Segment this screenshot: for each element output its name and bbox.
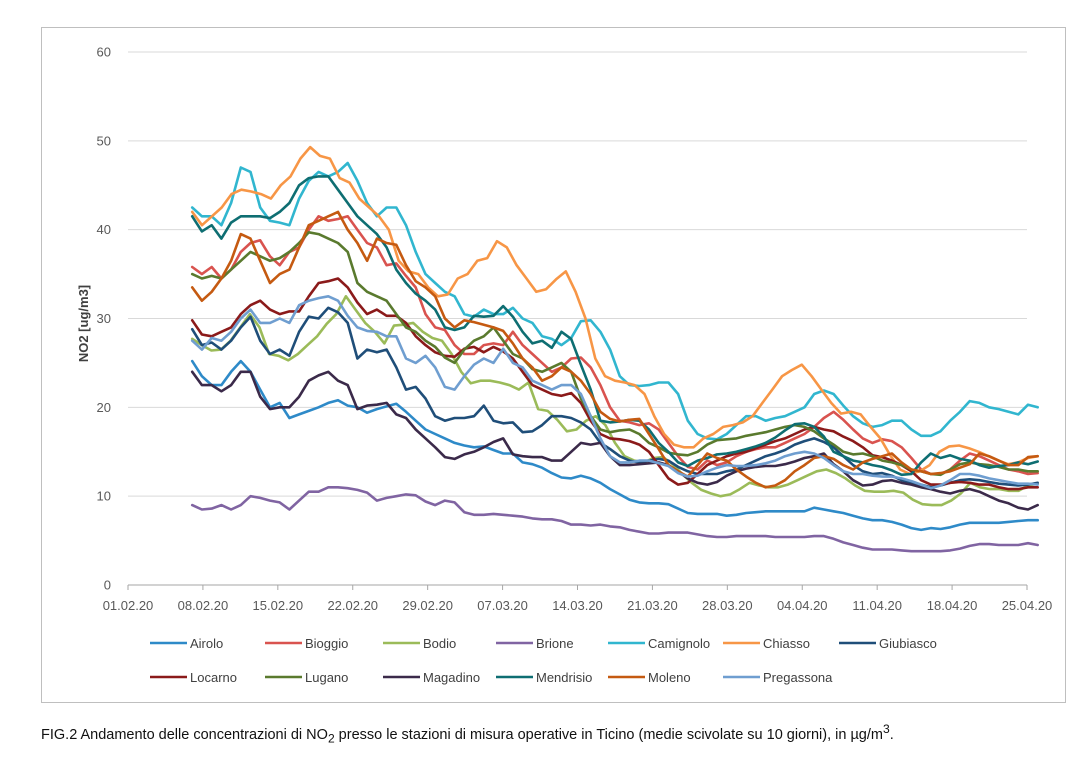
legend-item-pregassona: Pregassona — [723, 670, 833, 685]
series-line-mendrisio — [190, 175, 1040, 477]
legend-item-bioggio: Bioggio — [265, 636, 348, 651]
legend-label: Pregassona — [763, 670, 833, 685]
y-tick-label: 50 — [97, 133, 111, 148]
caption-sub: 2 — [327, 731, 335, 746]
caption-middle: presso le stazioni di misura operative i… — [334, 726, 883, 743]
legend-label: Chiasso — [763, 636, 810, 651]
series-line-chiasso — [190, 145, 1040, 476]
legend-label: Mendrisio — [536, 670, 592, 685]
x-tick-label: 18.04.20 — [927, 598, 978, 613]
legend-label: Giubiasco — [879, 636, 937, 651]
series-line-bodio — [190, 294, 1040, 507]
series-line-brione — [190, 485, 1040, 553]
legend-label: Camignolo — [648, 636, 710, 651]
legend-item-locarno: Locarno — [150, 670, 237, 685]
x-tick-label: 04.04.20 — [777, 598, 828, 613]
series-line-airolo — [190, 359, 1040, 532]
y-tick-label: 20 — [97, 400, 111, 415]
x-tick-label: 21.03.20 — [627, 598, 678, 613]
legend-item-camignolo: Camignolo — [608, 636, 710, 651]
legend-label: Moleno — [648, 670, 691, 685]
series-line-bioggio — [190, 215, 1040, 476]
legend-item-giubiasco: Giubiasco — [839, 636, 937, 651]
x-tick-label: 29.02.20 — [402, 598, 453, 613]
legend-label: Magadino — [423, 670, 480, 685]
legend-item-mendrisio: Mendrisio — [496, 670, 592, 685]
caption-prefix: FIG.2 Andamento delle concentrazioni di … — [41, 726, 328, 743]
y-tick-label: 60 — [97, 45, 111, 60]
y-tick-label: 30 — [97, 311, 111, 326]
legend-label: Locarno — [190, 670, 237, 685]
x-tick-label: 07.03.20 — [477, 598, 528, 613]
y-tick-label: 0 — [104, 578, 111, 593]
chart-frame: 0 10 20 30 40 50 60 01.02.20 08.02.20 15.02.20 22.… — [41, 27, 1066, 703]
series-line-pregassona — [190, 294, 1040, 490]
caption-suffix: . — [889, 726, 894, 743]
x-tick-label: 08.02.20 — [178, 598, 229, 613]
y-tick-label: 10 — [97, 489, 111, 504]
legend-item-magadino: Magadino — [383, 670, 480, 685]
legend-item-lugano: Lugano — [265, 670, 348, 685]
x-tick-label: 11.04.20 — [852, 598, 902, 613]
series-line-lugano — [190, 231, 1040, 477]
legend-item-moleno: Moleno — [608, 670, 691, 685]
legend-label: Bodio — [423, 636, 456, 651]
legend-item-chiasso: Chiasso — [723, 636, 810, 651]
legend-item-brione: Brione — [496, 636, 574, 651]
y-axis-label: NO2 [ug/m3] — [76, 285, 91, 362]
x-tick-label: 22.02.20 — [327, 598, 378, 613]
no2-line-chart: 0 10 20 30 40 50 60 01.02.20 08.02.20 15.02.20 22.… — [76, 45, 1053, 686]
figure-caption: FIG.2 Andamento delle concentrazioni di … — [41, 722, 1081, 746]
legend-label: Bioggio — [305, 636, 348, 651]
legend-label: Lugano — [305, 670, 348, 685]
x-tick-label: 25.04.20 — [1002, 598, 1053, 613]
legend-label: Airolo — [190, 636, 223, 651]
x-tick-label: 14.03.20 — [552, 598, 603, 613]
caption-sup: 3 — [882, 722, 890, 736]
legend-label: Brione — [536, 636, 574, 651]
x-tick-label: 15.02.20 — [253, 598, 304, 613]
legend-item-airolo: Airolo — [150, 636, 223, 651]
x-tick-label: 01.02.20 — [103, 598, 154, 613]
series-line-moleno — [190, 210, 1040, 489]
x-tick-label: 28.03.20 — [702, 598, 753, 613]
y-tick-label: 40 — [97, 222, 111, 237]
series-line-camignolo — [190, 161, 1040, 441]
legend-item-bodio: Bodio — [383, 636, 456, 651]
